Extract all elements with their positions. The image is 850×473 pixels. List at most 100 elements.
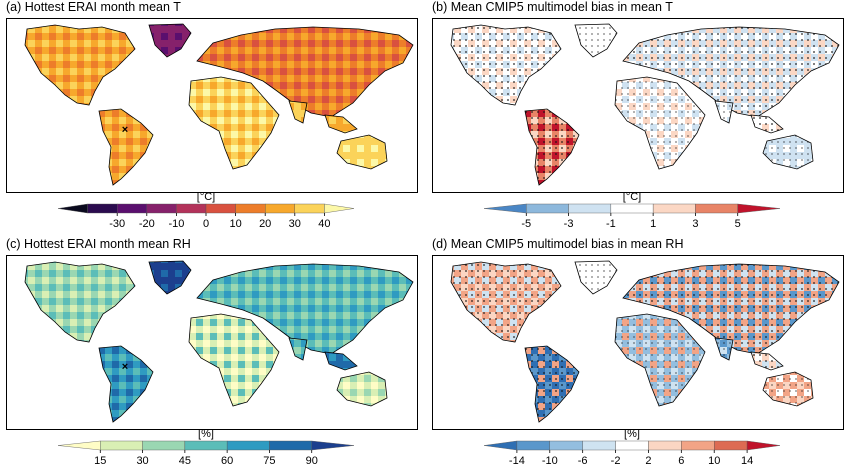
colorbar-swatch xyxy=(235,203,266,214)
colorbar-swatch xyxy=(226,440,270,451)
stippling xyxy=(615,77,705,169)
colorbar-swatch xyxy=(652,203,696,214)
colorbar-tick-label: -6 xyxy=(578,455,588,467)
colorbar-tick-label: 10 xyxy=(229,218,241,230)
colorbar-swatch xyxy=(294,203,325,214)
colorbar-tick-label: -14 xyxy=(509,455,525,467)
colorbar-swatch xyxy=(615,440,649,451)
location-marker: × xyxy=(122,361,128,373)
panel-b: (b) Mean CMIP5 multimodel bias in mean T… xyxy=(428,0,846,236)
land-region-namerica xyxy=(24,24,136,106)
stippling xyxy=(615,314,705,406)
world-map xyxy=(432,18,844,193)
stippling xyxy=(751,115,783,133)
colorbar-tick-label: 30 xyxy=(289,218,301,230)
colorbar-swatch xyxy=(582,440,616,451)
stippling xyxy=(763,372,813,406)
colorbar-tick-label: 75 xyxy=(263,455,275,467)
colorbar-swatch xyxy=(681,440,715,451)
colorbar-tick-label: 1 xyxy=(650,218,656,230)
colorbar-tick-label: 5 xyxy=(735,218,741,230)
colorbar-swatch xyxy=(57,440,101,451)
colorbar-tick-label: 15 xyxy=(94,455,106,467)
stippling xyxy=(751,352,783,370)
colorbar-tick-label: 20 xyxy=(259,218,271,230)
colorbar: [°C] -30 -20 -10 0 10 20 30 40 xyxy=(2,190,420,236)
colorbar-tick-label: -2 xyxy=(611,455,621,467)
colorbar: [%] 15 30 45 60 75 90 xyxy=(2,427,420,473)
land-region-australia xyxy=(336,371,388,407)
stippling xyxy=(623,27,839,117)
world-map: × xyxy=(6,255,418,430)
panel-title: (b) Mean CMIP5 multimodel bias in mean T xyxy=(432,0,673,14)
colorbar-tick-label: -10 xyxy=(168,218,184,230)
colorbar-swatch xyxy=(142,440,186,451)
stippling xyxy=(525,109,579,185)
world-map: × xyxy=(6,18,418,193)
colorbar-tick-label: 0 xyxy=(203,218,209,230)
colorbar-swatch xyxy=(100,440,143,451)
land-region-africa xyxy=(188,313,280,407)
colorbar-swatch xyxy=(176,203,207,214)
colorbar-swatch xyxy=(269,440,312,451)
colorbar-tick-label: -1 xyxy=(606,218,616,230)
land-region-seasia xyxy=(324,114,358,134)
colorbar-tick-label: 45 xyxy=(179,455,191,467)
colorbar-tick-label: 2 xyxy=(645,455,651,467)
colorbar-swatch xyxy=(311,440,355,451)
land-region-greenland xyxy=(148,23,192,58)
land-region-india xyxy=(288,337,308,361)
colorbar-swatch xyxy=(483,203,527,214)
colorbar-swatch xyxy=(610,203,654,214)
land-region-samerica xyxy=(98,345,154,423)
colorbar-swatch xyxy=(549,440,583,451)
colorbar: [°C] -5 -3 -1 1 3 5 xyxy=(428,190,846,236)
colorbar-tick-label: -20 xyxy=(139,218,155,230)
stippling xyxy=(715,338,733,360)
stippling xyxy=(575,24,617,57)
stippling xyxy=(715,101,733,123)
colorbar-swatch xyxy=(714,440,748,451)
colorbar-swatch xyxy=(516,440,550,451)
location-marker: × xyxy=(122,124,128,136)
colorbar-tick-label: 10 xyxy=(708,455,720,467)
colorbar-swatch xyxy=(695,203,738,214)
stippling xyxy=(451,262,561,342)
colorbar-tick-label: -3 xyxy=(564,218,574,230)
colorbar-swatch xyxy=(483,440,518,451)
colorbar-tick-label: 6 xyxy=(678,455,684,467)
colorbar-swatch xyxy=(116,203,147,214)
colorbar-tick-label: 3 xyxy=(692,218,698,230)
world-map xyxy=(432,255,844,430)
colorbar: [%] -14 -10 -6 -2 2 6 10 14 xyxy=(428,427,846,473)
colorbar-unit: [°C] xyxy=(197,191,215,203)
land-region-australia xyxy=(336,134,388,170)
colorbar-tick-label: 40 xyxy=(318,218,330,230)
land-region-eurasia xyxy=(196,263,414,355)
colorbar-swatch xyxy=(205,203,236,214)
panel-c: (c) Hottest ERAI month mean RH × [%] 15 30… xyxy=(2,237,420,473)
colorbar-tick-label: -5 xyxy=(521,218,531,230)
stippling xyxy=(525,346,579,422)
land-region-seasia xyxy=(324,351,358,371)
colorbar-swatch xyxy=(737,203,781,214)
stippling xyxy=(451,25,561,105)
colorbar-unit: [%] xyxy=(624,428,640,440)
colorbar-tick-label: 90 xyxy=(306,455,318,467)
colorbar-unit: [°C] xyxy=(623,191,641,203)
colorbar-tick-label: 60 xyxy=(221,455,233,467)
colorbar-swatch xyxy=(146,203,177,214)
stippling xyxy=(623,264,839,354)
panel-d: (d) Mean CMIP5 multimodel bias in mean R… xyxy=(428,237,846,473)
land-region-africa xyxy=(188,76,280,170)
colorbar-swatch xyxy=(87,203,118,214)
colorbar-swatch xyxy=(184,440,228,451)
colorbar-tick-label: 14 xyxy=(741,455,753,467)
land-region-india xyxy=(288,100,308,124)
colorbar-swatch xyxy=(265,203,296,214)
land-region-eurasia xyxy=(196,26,414,118)
colorbar-swatch xyxy=(526,203,569,214)
panel-a: (a) Hottest ERAI month mean T × [°C] -30 -… xyxy=(2,0,420,236)
colorbar-swatch xyxy=(568,203,612,214)
colorbar-swatch xyxy=(324,203,355,214)
